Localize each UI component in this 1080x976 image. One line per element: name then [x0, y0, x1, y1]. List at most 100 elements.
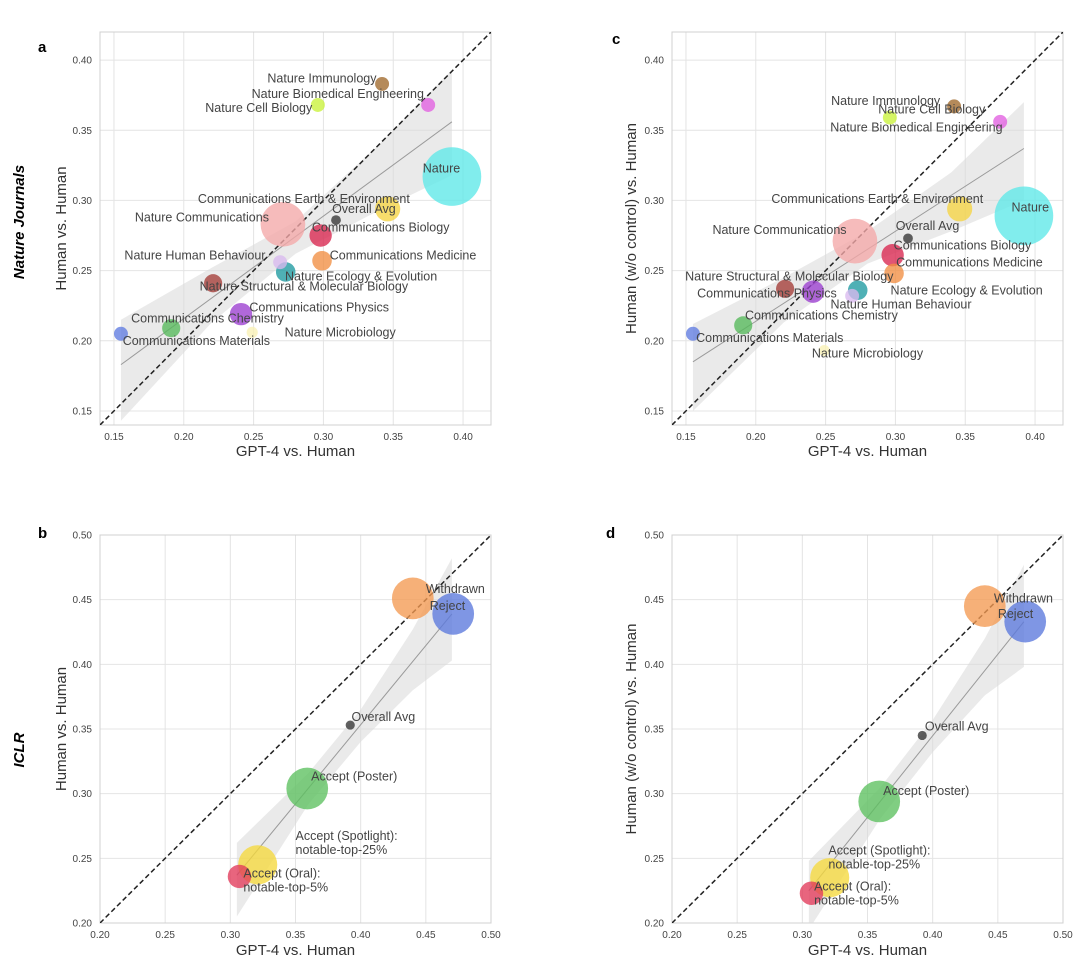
plot-area: [100, 32, 491, 425]
point-nature-structural-molecular-biology: [204, 274, 223, 293]
point-label-communications-earth-environment: Communications Earth & Environment: [771, 192, 983, 206]
point-label-line: Nature Communications: [712, 223, 846, 237]
point-nature-biomedical-engineering: [993, 114, 1008, 129]
point-label-communications-earth-environment: Communications Earth & Environment: [198, 192, 410, 206]
point-label-nature-immunology: Nature Immunology: [831, 94, 941, 108]
point-label-nature-microbiology: Nature Microbiology: [812, 347, 924, 361]
row-label-nature: Nature Journals: [11, 165, 28, 279]
point-overall-avg: [345, 720, 355, 730]
point-label-nature-microbiology: Nature Microbiology: [285, 326, 397, 340]
point-label-line: Communications Physics: [697, 286, 837, 300]
y-tick-label: 0.40: [73, 56, 93, 67]
y-tick-label: 0.35: [73, 725, 93, 736]
point-label-nature: Nature: [1012, 201, 1050, 215]
point-label-line: Nature: [423, 161, 461, 175]
x-tick-label: 0.50: [1053, 930, 1073, 941]
point-withdrawn: [963, 585, 1006, 627]
point-label-nature-structural-molecular-biology: Nature Structural & Molecular Biology: [685, 269, 894, 283]
x-tick-label: 0.45: [416, 930, 436, 941]
point-label-line: Communications Biology: [894, 239, 1032, 253]
point-label-line: Nature Immunology: [831, 94, 941, 108]
point-nature: [994, 186, 1054, 246]
point-label-nature-biomedical-engineering: Nature Biomedical Engineering: [830, 121, 1002, 135]
x-tick-label: 0.30: [886, 432, 906, 443]
point-communications-medicine: [312, 251, 332, 271]
x-tick-label: 0.30: [793, 930, 813, 941]
y-tick-label: 0.30: [645, 789, 665, 800]
y-tick-label: 0.45: [645, 595, 665, 606]
y-axis-label: Human vs. Human: [53, 166, 70, 290]
point-label-accept-poster: Accept (Poster): [311, 770, 397, 784]
point-label-line: Communications Biology: [312, 220, 450, 234]
point-label-communications-materials: Communications Materials: [123, 334, 270, 348]
y-tick-label: 0.25: [73, 266, 93, 277]
confidence-band: [808, 564, 1024, 923]
point-nature-communications: [832, 218, 878, 264]
point-label-nature-ecology-evolution: Nature Ecology & Evolution: [891, 283, 1043, 297]
point-overall-avg: [917, 730, 927, 741]
point-label-line: Communications Earth & Environment: [198, 192, 410, 206]
panel-letter: d: [606, 525, 615, 542]
point-label-nature: Nature: [423, 161, 461, 175]
point-label-nature-human-behaviour: Nature Human Behaviour: [830, 298, 971, 312]
x-tick-label: 0.25: [244, 432, 264, 443]
x-tick-label: 0.35: [956, 432, 976, 443]
point-label-line: notable-top-25%: [296, 843, 388, 857]
y-axis-label: Human (w/o control) vs. Human: [623, 624, 640, 835]
point-label-line: Withdrawn: [994, 591, 1053, 605]
point-nature: [422, 147, 482, 206]
plot-area: [672, 32, 1063, 425]
x-tick-label: 0.40: [1025, 432, 1045, 443]
point-label-line: Nature Ecology & Evolution: [891, 283, 1043, 297]
trend-line: [808, 621, 1025, 891]
point-communications-earth-environment: [375, 196, 401, 222]
x-tick-label: 0.20: [90, 930, 110, 941]
trend-line: [236, 613, 453, 876]
y-tick-label: 0.20: [645, 336, 665, 347]
point-label-nature-immunology: Nature Immunology: [267, 72, 377, 86]
point-communications-physics: [229, 302, 253, 326]
point-label-line: Accept (Oral):: [814, 880, 891, 894]
point-label-communications-chemistry: Communications Chemistry: [131, 312, 285, 326]
point-label-nature-cell-biology: Nature Cell Biology: [878, 102, 986, 116]
x-axis-label: GPT-4 vs. Human: [808, 443, 927, 460]
point-label-nature-cell-biology: Nature Cell Biology: [205, 101, 313, 115]
point-nature-cell-biology: [882, 110, 897, 125]
point-nature-human-behaviour: [273, 255, 288, 270]
y-axis-label: Human vs. Human: [53, 667, 70, 791]
point-accept-poster: [286, 767, 329, 810]
point-label-line: Nature Cell Biology: [878, 102, 986, 116]
point-label-nature-structural-molecular-biology: Nature Structural & Molecular Biology: [200, 279, 409, 293]
y-tick-label: 0.25: [645, 854, 665, 865]
point-label-accept-spotlight-notable-top-25: Accept (Spotlight): notable-top-25%: [296, 829, 398, 857]
point-label-line: Communications Medicine: [330, 248, 477, 262]
point-accept-oral-notable-top-5: [799, 881, 824, 905]
point-label-line: Accept (Poster): [311, 770, 397, 784]
x-tick-label: 0.35: [384, 432, 404, 443]
panel-letter: b: [38, 525, 47, 542]
x-tick-label: 0.30: [314, 432, 334, 443]
point-label-line: Communications Physics: [249, 300, 389, 314]
point-label-overall-avg: Overall Avg: [896, 219, 960, 233]
point-nature-cell-biology: [310, 98, 325, 112]
plot-frame: [671, 534, 1064, 924]
row-label-iclr: ICLR: [11, 732, 28, 767]
point-label-line: Reject: [998, 607, 1034, 621]
point-nature-structural-molecular-biology: [776, 279, 795, 298]
point-label-line: Nature Structural & Molecular Biology: [200, 279, 409, 293]
point-label-nature-ecology-evolution: Nature Ecology & Evolution: [285, 269, 437, 283]
plot-frame: [99, 534, 492, 924]
x-tick-label: 0.35: [286, 930, 306, 941]
point-label-nature-biomedical-engineering: Nature Biomedical Engineering: [252, 87, 424, 101]
panel-b: 0.20 0.25 0.30 0.35 0.40 0.45 0.50 0.20 0.25 0.30…: [38, 525, 501, 959]
point-nature-human-behaviour: [845, 288, 860, 303]
point-label-nature-communications: Nature Communications: [712, 223, 846, 237]
point-label-line: Accept (Spotlight):: [828, 843, 930, 857]
x-tick-label: 0.40: [923, 930, 943, 941]
y-tick-label: 0.35: [73, 126, 93, 137]
point-label-line: Reject: [430, 599, 466, 613]
x-tick-label: 0.15: [104, 432, 124, 443]
point-label-communications-medicine: Communications Medicine: [896, 255, 1043, 269]
point-label-line: Nature Biomedical Engineering: [830, 121, 1002, 135]
point-label-communications-materials: Communications Materials: [696, 331, 843, 345]
